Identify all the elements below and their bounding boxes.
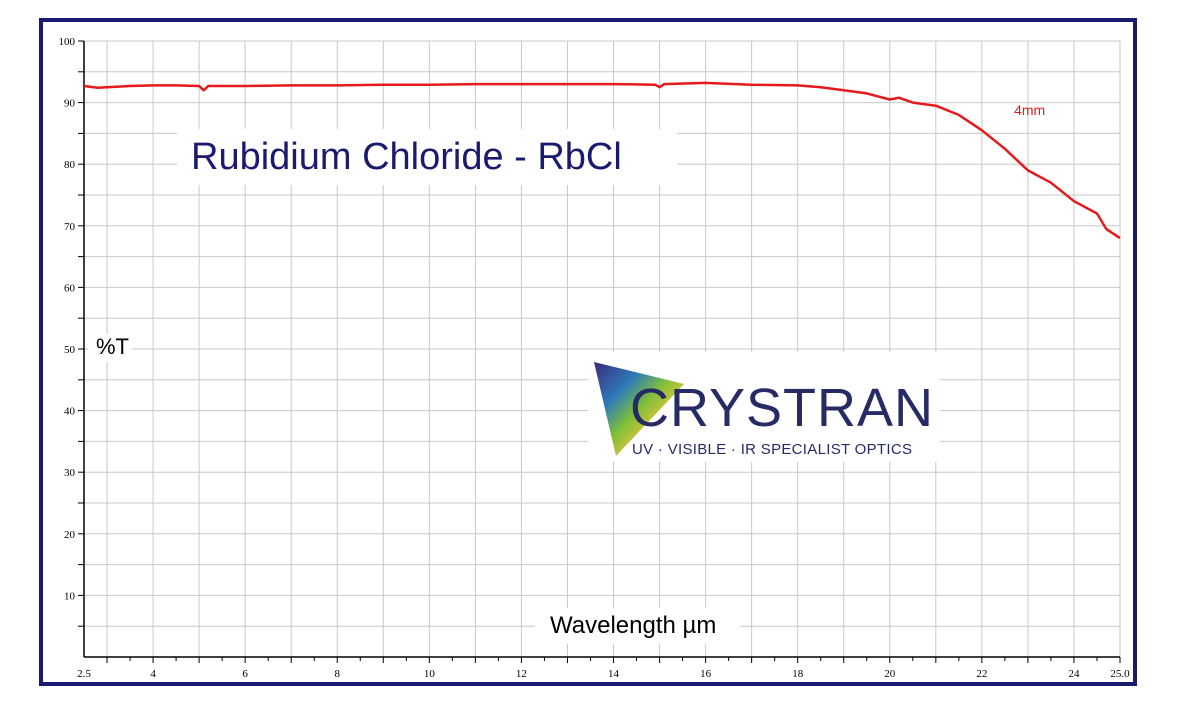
prism-logo-icon: [594, 362, 684, 456]
x-tick-label: 24: [1068, 668, 1080, 680]
x-tick-label: 22: [976, 668, 987, 680]
x-tick-label: 6: [242, 668, 248, 680]
x-tick-label: 14: [608, 668, 620, 680]
ticks: 10 20 30 40 50 60 70 80 90 100 2.5 4 6 8 10 12 14 16 18 20 2…: [59, 36, 1131, 680]
series-layer: [83, 81, 1121, 240]
brand-tagline: UV · VISIBLE · IR SPECIALIST OPTICS: [632, 441, 913, 458]
grid: [84, 40, 1121, 657]
y-tick-label: 20: [64, 529, 76, 541]
chart-title: Rubidium Chloride - RbCl: [191, 136, 622, 178]
x-tick-label: 4: [150, 668, 156, 680]
series-annotation: 4mm: [1014, 102, 1045, 118]
y-tick-label: 60: [64, 282, 76, 294]
x-tick-label: 20: [884, 668, 896, 680]
y-tick-label: 80: [64, 159, 76, 171]
xlabel-background: [535, 608, 740, 644]
x-tick-label: 8: [334, 668, 340, 680]
y-axis-label: %T: [96, 334, 129, 359]
y-tick-label: 70: [64, 221, 76, 233]
y-tick-label: 40: [64, 406, 76, 418]
ylabel-background: [88, 334, 132, 362]
y-tick-label: 30: [64, 467, 76, 479]
title-background: [177, 129, 677, 185]
x-tick-label: 10: [424, 668, 436, 680]
x-tick-label: 12: [516, 668, 527, 680]
y-tick-label: 50: [64, 344, 76, 356]
x-tick-label: 25.0: [1110, 668, 1130, 680]
y-tick-label: 10: [64, 590, 76, 602]
x-tick-label: 16: [700, 668, 712, 680]
y-tick-label: 100: [59, 36, 76, 48]
series-line: [83, 81, 1121, 240]
x-tick-label: 2.5: [77, 668, 91, 680]
x-tick-label: 18: [792, 668, 804, 680]
y-tick-label: 90: [64, 98, 76, 110]
brand-name: CRYSTRAN: [630, 378, 935, 438]
x-axis-label: Wavelength µm: [550, 612, 717, 639]
annotations: 4mm: [1014, 102, 1045, 118]
